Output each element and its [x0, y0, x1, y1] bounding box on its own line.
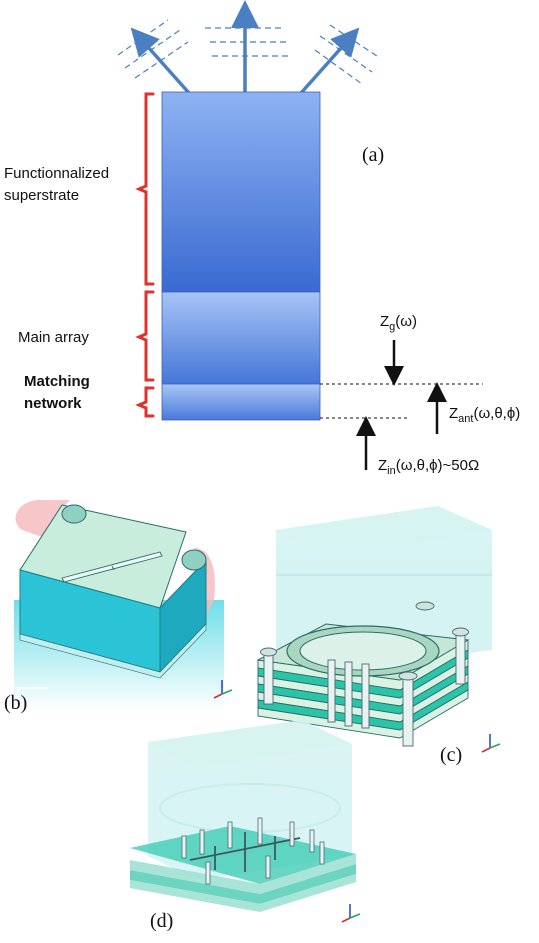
bottom-plate — [19, 623, 207, 679]
pink-corner-right — [194, 548, 216, 620]
layer-label-main-array: Main array — [18, 329, 89, 346]
axis-triad-d — [341, 904, 361, 923]
panel-a-label: (a) — [362, 144, 385, 166]
radiation-arrows — [130, 0, 360, 104]
layer-brackets — [135, 92, 155, 418]
layer-label-matching-line2: network — [24, 395, 82, 412]
hole-right — [181, 549, 207, 571]
superstrate-layer — [161, 91, 321, 293]
matching-network-layer — [161, 383, 321, 421]
pink-corner-left — [15, 500, 70, 538]
layer-stack-d — [130, 826, 356, 912]
layer-label-matching-line1: Matching — [24, 373, 90, 390]
impedance-zant: Zant(ω,θ,ϕ) — [449, 405, 521, 425]
layer-label-superstrate-line2: superstrate — [4, 187, 80, 204]
panel-d-model — [127, 720, 361, 923]
impedance-zg: Zg(ω) — [380, 313, 417, 333]
axis-triad-b — [213, 680, 233, 699]
panel-b-model — [14, 500, 233, 710]
main-array-layer — [161, 291, 321, 385]
panel-a-diagram — [117, 0, 483, 470]
panel-d-label: (d) — [150, 910, 174, 932]
hole-left — [61, 504, 87, 524]
panel-c-label: (c) — [440, 744, 463, 766]
axis-triad-c — [481, 734, 501, 753]
wavefront-dashes — [117, 19, 381, 85]
posts-c — [260, 601, 469, 747]
impedance-zin: Zin(ω,θ,ϕ)~50Ω — [378, 457, 480, 477]
panel-b-label: (b) — [4, 692, 28, 714]
posts-d — [181, 817, 325, 885]
panel-c-model — [256, 506, 501, 753]
feed-network — [189, 832, 301, 872]
layer-label-superstrate-line1: Functionnalized — [4, 165, 110, 182]
impedance-arrows — [356, 340, 447, 470]
